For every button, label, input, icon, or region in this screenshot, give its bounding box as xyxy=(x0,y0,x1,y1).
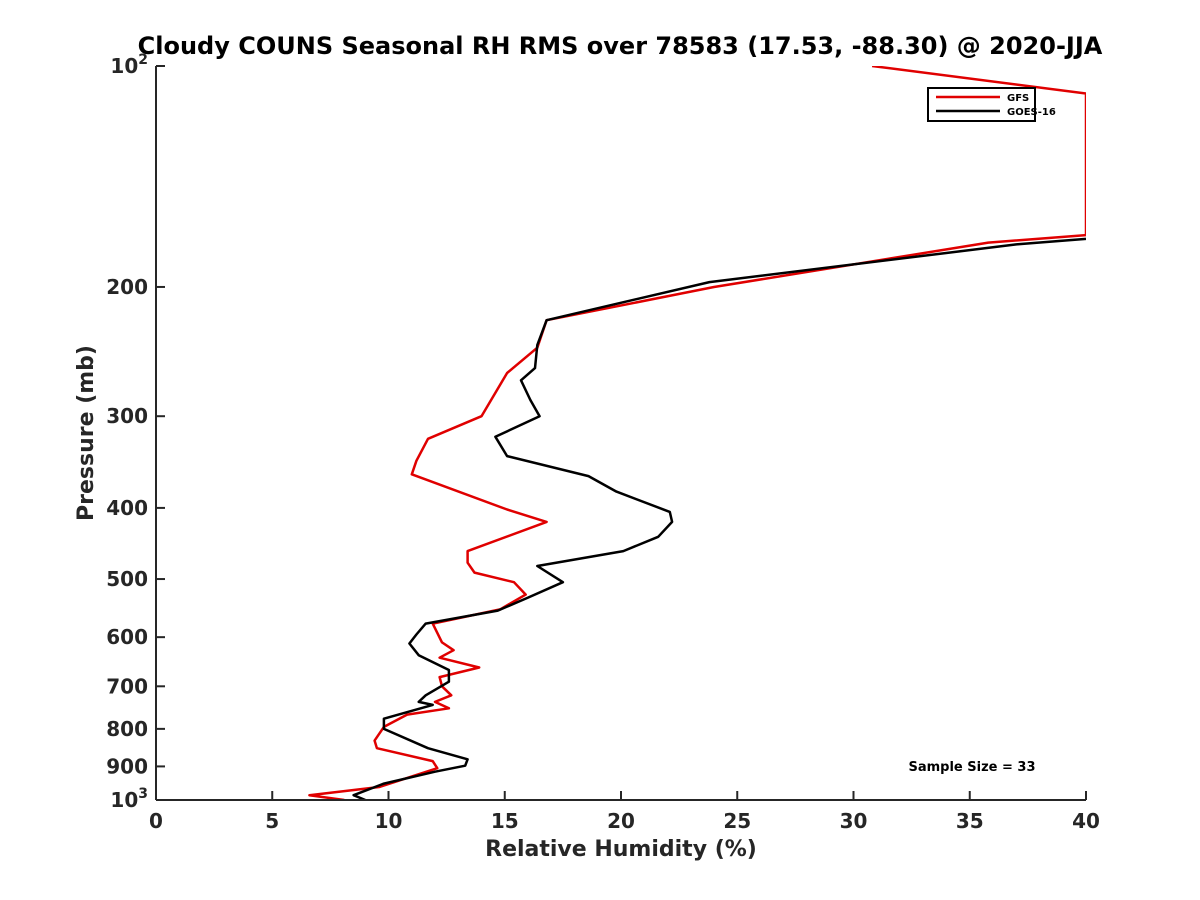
legend-label-goes-16: GOES-16 xyxy=(1007,107,1056,118)
legend-label-gfs: GFS xyxy=(1007,93,1029,104)
x-tick-label: 40 xyxy=(1072,809,1100,833)
y-tick-label: 900 xyxy=(106,754,148,778)
x-tick-label: 5 xyxy=(265,809,279,833)
y-tick-label: 800 xyxy=(106,717,148,741)
x-tick-label: 35 xyxy=(956,809,984,833)
y-tick-label: 400 xyxy=(106,496,148,520)
y-tick-label: 300 xyxy=(106,404,148,428)
x-tick-label: 20 xyxy=(607,809,635,833)
y-tick-label: 700 xyxy=(106,674,148,698)
y-tick-label: 200 xyxy=(106,275,148,299)
chart-title: Cloudy COUNS Seasonal RH RMS over 78583 … xyxy=(138,32,1103,60)
y-tick-label: 102 xyxy=(110,52,148,78)
legend-box xyxy=(927,87,1036,122)
x-axis-label: Relative Humidity (%) xyxy=(485,837,757,862)
series-layer xyxy=(308,66,1086,800)
series-line-gfs xyxy=(308,66,1086,800)
y-tick-label: 103 xyxy=(110,786,148,812)
x-tick-label: 0 xyxy=(149,809,163,833)
sample-size-annotation: Sample Size = 33 xyxy=(908,760,1035,775)
y-axis-label: Pressure (mb) xyxy=(74,345,99,521)
x-tick-label: 30 xyxy=(840,809,868,833)
axes: 0 5 10 15 20 25 30 35 40 102 200 300 400 500 600 700 800… xyxy=(106,52,1100,833)
x-tick-label: 10 xyxy=(375,809,403,833)
y-tick-label: 500 xyxy=(106,567,148,591)
series-line-goes-16 xyxy=(352,237,1086,800)
y-tick-label: 600 xyxy=(106,625,148,649)
x-tick-label: 15 xyxy=(491,809,519,833)
legend: GFS GOES-16 xyxy=(927,87,1056,122)
x-tick-label: 25 xyxy=(723,809,751,833)
